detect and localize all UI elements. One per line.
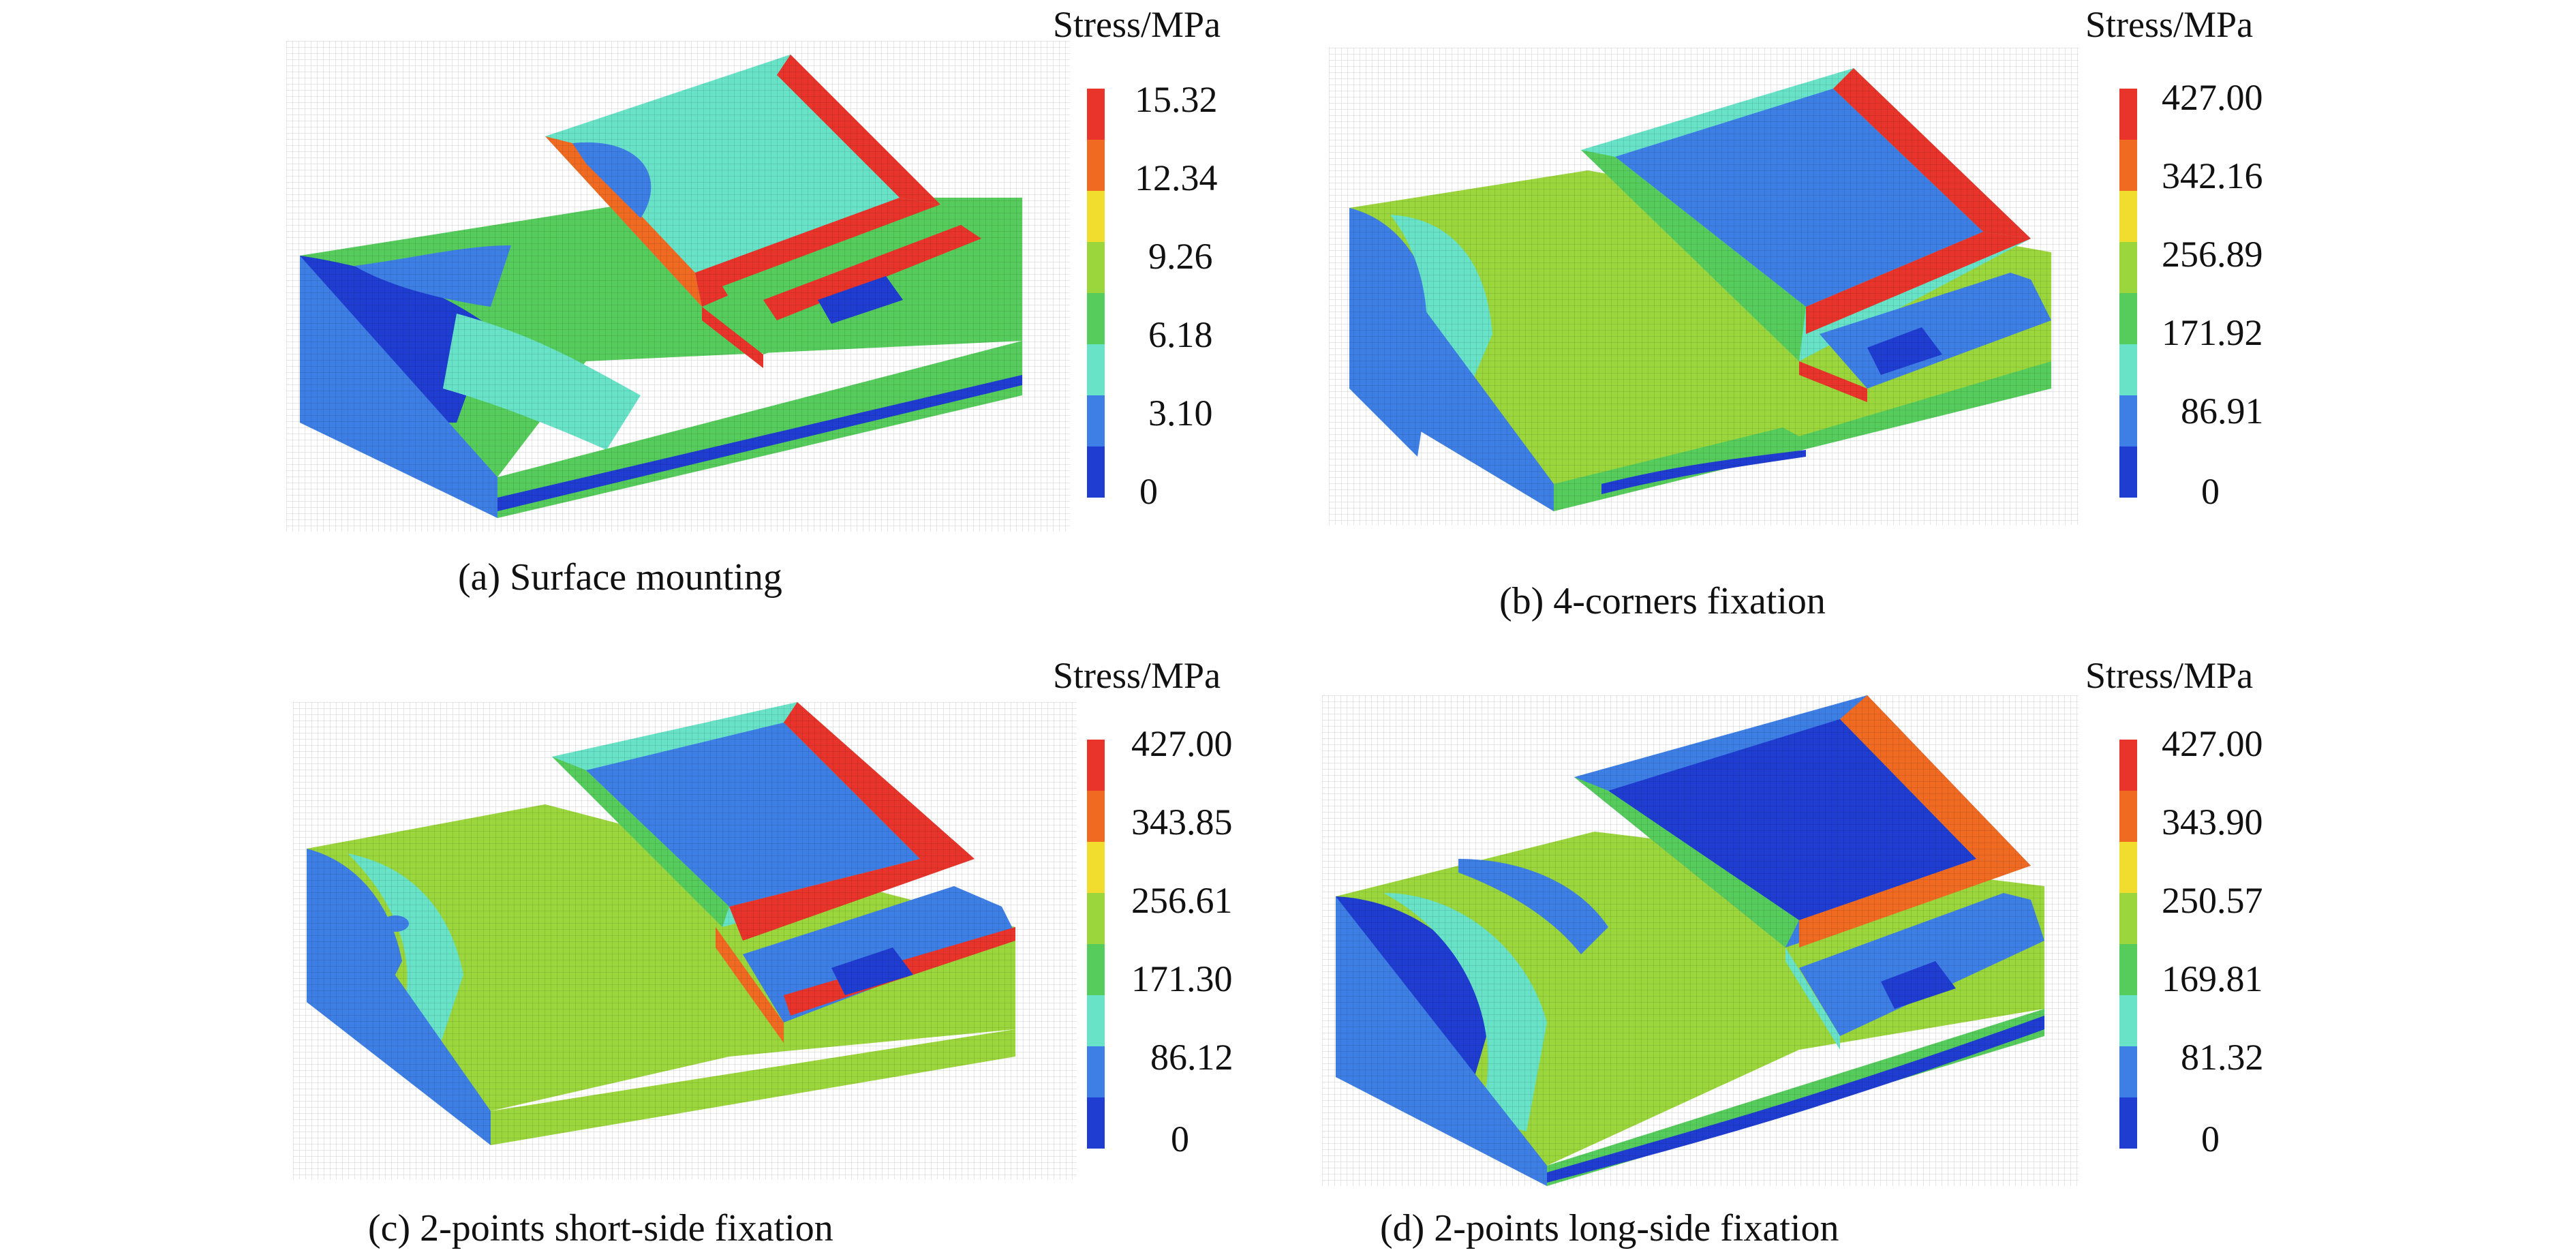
colorbar-segment	[1087, 842, 1105, 893]
colorbar-segment	[2119, 395, 2137, 446]
colorbar-segment	[2119, 893, 2137, 944]
colorbar-segment	[1087, 1097, 1105, 1149]
colorbar-tick-label: 6.18	[1148, 314, 1213, 355]
colorbar-segment	[1087, 140, 1105, 191]
colorbar-tick-label: 171.30	[1131, 958, 1233, 999]
colorbar-segment	[2119, 242, 2137, 293]
fe-stress-model-b	[1329, 48, 2079, 525]
colorbar-segment	[1087, 944, 1105, 995]
colorbar-tick-label: 81.32	[2181, 1037, 2264, 1078]
colorbar-tick-label: 250.57	[2162, 880, 2263, 921]
colorbar-tick-label: 343.85	[1131, 802, 1233, 843]
colorbar-tick-label: 0	[2201, 1119, 2220, 1159]
colorbar-tick-label: 343.90	[2162, 802, 2263, 843]
fe-stress-model-c	[293, 702, 1077, 1179]
colorbar-segment	[2119, 995, 2137, 1046]
colorbar-tick-label: 427.00	[2162, 723, 2263, 764]
colorbar-tick-label: 0	[1139, 471, 1158, 512]
caption-b: (b) 4-corners fixation	[1499, 580, 1826, 622]
colorbar-segment	[1087, 191, 1105, 242]
colorbar-tick-label: 3.10	[1148, 393, 1213, 434]
colorbar-segment	[1087, 740, 1105, 791]
colorbar-tick-label: 256.61	[1131, 880, 1233, 921]
colorbar-tick-label: 9.26	[1148, 236, 1213, 277]
colorbar-tick-label: 171.92	[2162, 312, 2263, 353]
colorbar-segment	[2119, 1046, 2137, 1097]
colorbar-segment	[2119, 791, 2137, 842]
colorbar-segment	[2119, 191, 2137, 242]
caption-c: (c) 2-points short-side fixation	[368, 1207, 833, 1249]
colorbar-segment	[1087, 1046, 1105, 1097]
colorbar-a	[1087, 89, 1105, 498]
colorbar-tick-label: 256.89	[2162, 234, 2263, 275]
colorbar-segment	[1087, 791, 1105, 842]
colorbar-segment	[1087, 995, 1105, 1046]
colorbar-tick-label: 86.91	[2181, 391, 2264, 431]
colorbar-c	[1087, 740, 1105, 1149]
colorbar-d	[2119, 740, 2137, 1149]
fe-stress-model-a	[286, 41, 1070, 532]
colorbar-title-d: Stress/MPa	[2085, 655, 2254, 696]
colorbar-segment	[1087, 446, 1105, 498]
colorbar-title-a: Stress/MPa	[1053, 4, 1221, 45]
colorbar-segment	[1087, 893, 1105, 944]
colorbar-tick-label: 427.00	[2162, 77, 2263, 118]
colorbar-segment	[2119, 944, 2137, 995]
caption-d: (d) 2-points long-side fixation	[1380, 1207, 1839, 1249]
colorbar-tick-label: 0	[1171, 1119, 1189, 1159]
colorbar-segment	[2119, 140, 2137, 191]
colorbar-tick-label: 12.34	[1135, 157, 1218, 198]
colorbar-segment	[1087, 293, 1105, 344]
colorbar-b	[2119, 89, 2137, 498]
colorbar-tick-label: 86.12	[1150, 1037, 1233, 1078]
colorbar-tick-label: 342.16	[2162, 155, 2263, 196]
colorbar-segment	[2119, 842, 2137, 893]
colorbar-tick-label: 0	[2201, 471, 2220, 512]
colorbar-segment	[2119, 1097, 2137, 1149]
colorbar-tick-label: 427.00	[1131, 723, 1233, 764]
fe-stress-model-d	[1322, 695, 2079, 1186]
colorbar-segment	[2119, 89, 2137, 140]
colorbar-segment	[1087, 344, 1105, 395]
colorbar-segment	[2119, 446, 2137, 498]
colorbar-segment	[1087, 395, 1105, 446]
colorbar-tick-label: 169.81	[2162, 958, 2263, 999]
colorbar-title-c: Stress/MPa	[1053, 655, 1221, 696]
colorbar-segment	[2119, 740, 2137, 791]
colorbar-tick-label: 15.32	[1135, 79, 1218, 120]
colorbar-segment	[2119, 344, 2137, 395]
caption-a: (a) Surface mounting	[458, 556, 782, 598]
colorbar-segment	[1087, 89, 1105, 140]
colorbar-segment	[1087, 242, 1105, 293]
colorbar-title-b: Stress/MPa	[2085, 4, 2254, 45]
colorbar-segment	[2119, 293, 2137, 344]
